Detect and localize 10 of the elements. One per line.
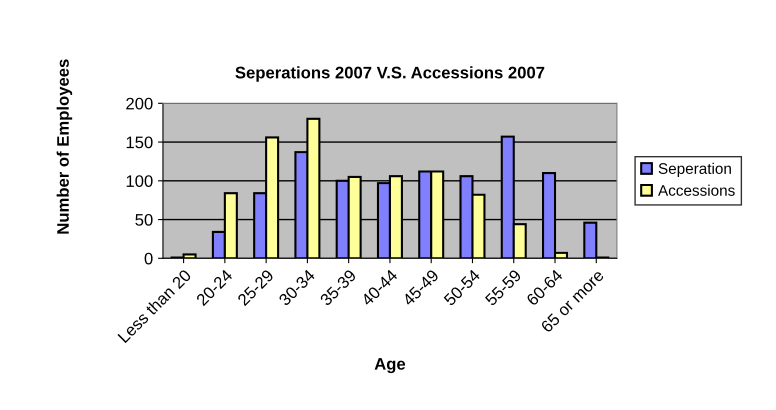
x-axis-title: Age: [374, 358, 406, 374]
legend-label: Accessions: [658, 184, 735, 196]
y-axis-title: Number of Employees: [56, 59, 72, 234]
chart-title: Seperations 2007 V.S. Accessions 2007: [235, 66, 544, 82]
y-tick-label: 150: [126, 136, 153, 148]
y-tick-label: 50: [135, 214, 153, 226]
y-tick-label: 100: [126, 175, 153, 188]
legend-label: Seperation: [658, 162, 731, 177]
y-tick-label: 0: [144, 252, 153, 265]
y-tick-label: 200: [126, 98, 153, 110]
